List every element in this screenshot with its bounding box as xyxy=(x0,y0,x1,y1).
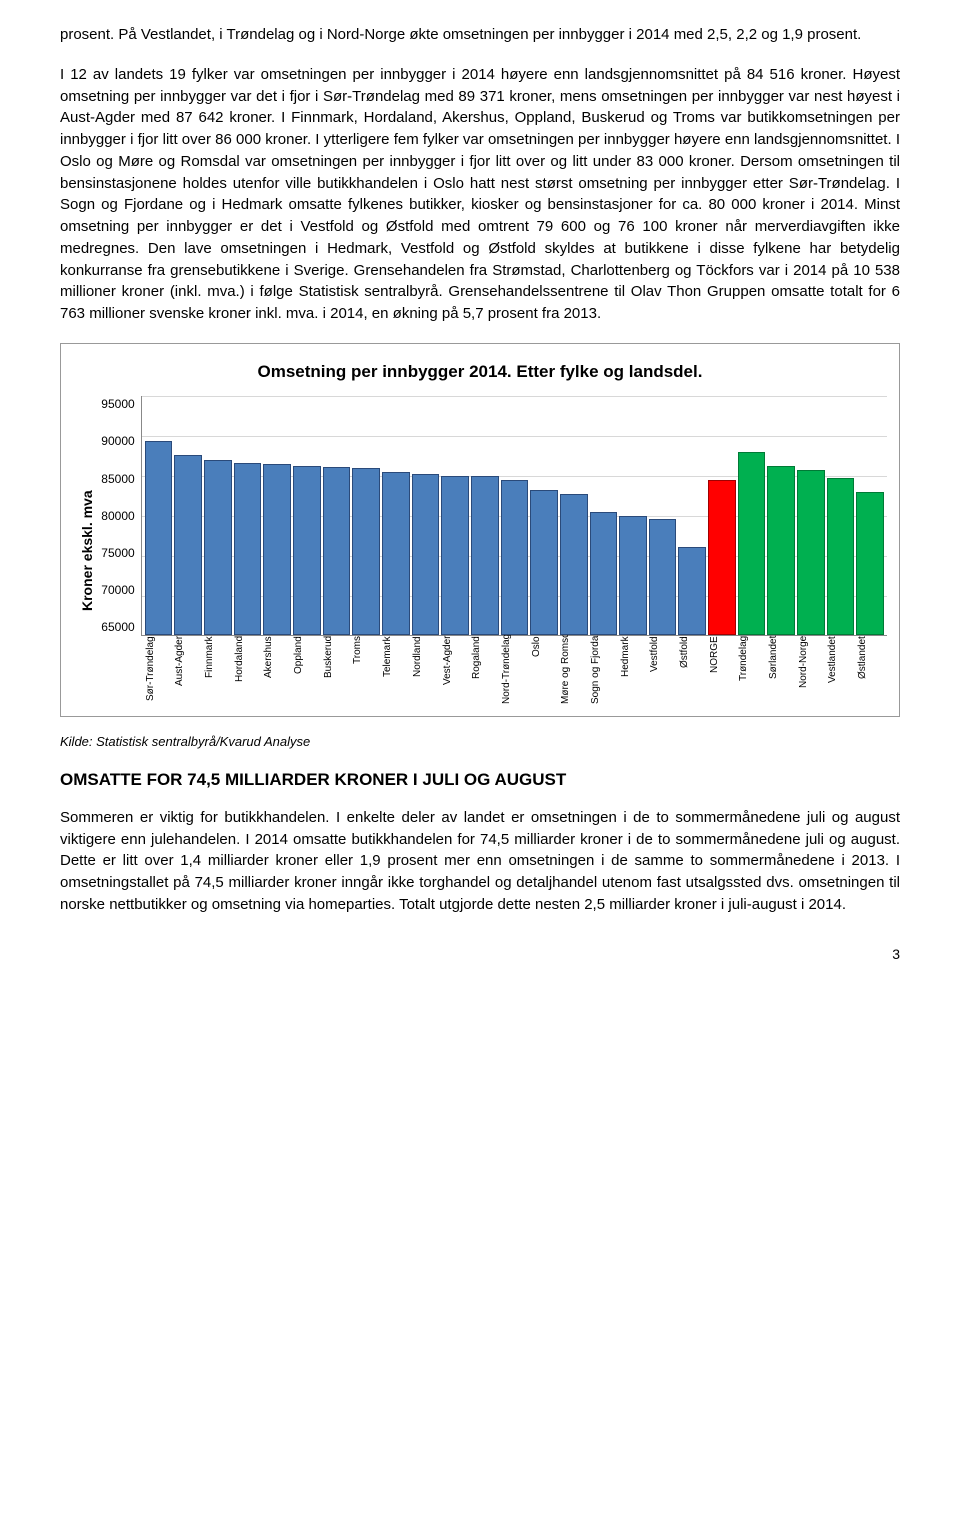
chart-y-tick: 90000 xyxy=(101,433,134,450)
chart-bar xyxy=(619,516,647,636)
chart-x-labels: Sør-TrøndelagAust-AgderFinnmarkHordaland… xyxy=(141,636,887,706)
chart-y-tick: 65000 xyxy=(101,619,134,636)
chart-x-label: Aust-Agder xyxy=(173,636,201,706)
chart-x-label: Buskerud xyxy=(322,636,350,706)
chart-x-label: Telemark xyxy=(381,636,409,706)
chart-y-tick: 95000 xyxy=(101,396,134,413)
chart-x-label: Sørlandet xyxy=(767,636,795,706)
chart-bar xyxy=(293,466,321,636)
chart-bar xyxy=(767,466,795,636)
chart-bar xyxy=(738,452,766,635)
chart-bar xyxy=(352,468,380,635)
chart-x-label: Vestfold xyxy=(648,636,676,706)
chart-gridline xyxy=(142,396,887,397)
page-number: 3 xyxy=(60,944,900,964)
chart-title: Omsetning per innbygger 2014. Etter fylk… xyxy=(73,360,887,385)
chart-x-label: Troms xyxy=(351,636,379,706)
chart-x-label: Akershus xyxy=(262,636,290,706)
chart-y-tick: 75000 xyxy=(101,545,134,562)
chart-x-label: Vestlandet xyxy=(826,636,854,706)
chart-bar xyxy=(234,463,262,636)
chart-bar xyxy=(382,472,410,635)
section-heading: OMSATTE FOR 74,5 MILLIARDER KRONER I JUL… xyxy=(60,768,900,793)
chart-bar xyxy=(174,455,202,635)
chart-x-label: NORGE xyxy=(708,636,736,706)
chart-x-label: Vest-Agder xyxy=(441,636,469,706)
chart-bar xyxy=(590,512,618,635)
chart-x-label: Hedmark xyxy=(619,636,647,706)
chart-bar xyxy=(412,474,440,635)
chart-plot-area xyxy=(141,396,887,636)
chart-x-label: Finnmark xyxy=(203,636,231,706)
chart-bar xyxy=(530,490,558,635)
chart-bar xyxy=(856,492,884,635)
chart-x-label: Trøndelag xyxy=(737,636,765,706)
chart-x-label: Hordaland xyxy=(233,636,261,706)
chart-bar xyxy=(827,478,855,635)
body-paragraph-3: Sommeren er viktig for butikkhandelen. I… xyxy=(60,807,900,916)
chart-bar xyxy=(797,470,825,635)
chart-x-label: Oslo xyxy=(530,636,558,706)
chart-bar xyxy=(204,460,232,635)
chart-source: Kilde: Statistisk sentralbyrå/Kvarud Ana… xyxy=(60,733,900,752)
chart-y-ticks: 95000 90000 85000 80000 75000 70000 65000 xyxy=(101,396,140,636)
chart-x-label: Sogn og Fjordane xyxy=(589,636,617,706)
chart-bar xyxy=(678,547,706,635)
chart-bar xyxy=(501,480,529,635)
chart-bar xyxy=(708,480,736,635)
chart-bar xyxy=(560,494,588,636)
chart-x-label: Nordland xyxy=(411,636,439,706)
body-paragraph-1: prosent. På Vestlandet, i Trøndelag og i… xyxy=(60,24,900,46)
chart-y-tick: 80000 xyxy=(101,508,134,525)
chart-bar xyxy=(441,476,469,635)
chart-y-axis-label: Kroner ekskl. mva xyxy=(73,396,101,706)
body-paragraph-2: I 12 av landets 19 fylker var omsetninge… xyxy=(60,64,900,325)
chart-bar xyxy=(649,519,677,635)
chart-x-label: Nord-Trøndelag xyxy=(500,636,528,706)
chart-x-label: Sør-Trøndelag xyxy=(144,636,172,706)
chart-x-label: Møre og Romsdal xyxy=(559,636,587,706)
chart-y-tick: 70000 xyxy=(101,582,134,599)
chart-bar xyxy=(323,467,351,636)
bar-chart-container: Omsetning per innbygger 2014. Etter fylk… xyxy=(60,343,900,718)
chart-x-label: Nord-Norge xyxy=(797,636,825,706)
chart-bar xyxy=(471,476,499,635)
chart-bar xyxy=(145,441,173,635)
chart-x-label: Østfold xyxy=(678,636,706,706)
chart-y-tick: 85000 xyxy=(101,471,134,488)
chart-x-label: Oppland xyxy=(292,636,320,706)
chart-gridline xyxy=(142,436,887,437)
chart-bar xyxy=(263,464,291,635)
chart-x-label: Rogaland xyxy=(470,636,498,706)
chart-x-label: Østlandet xyxy=(856,636,884,706)
